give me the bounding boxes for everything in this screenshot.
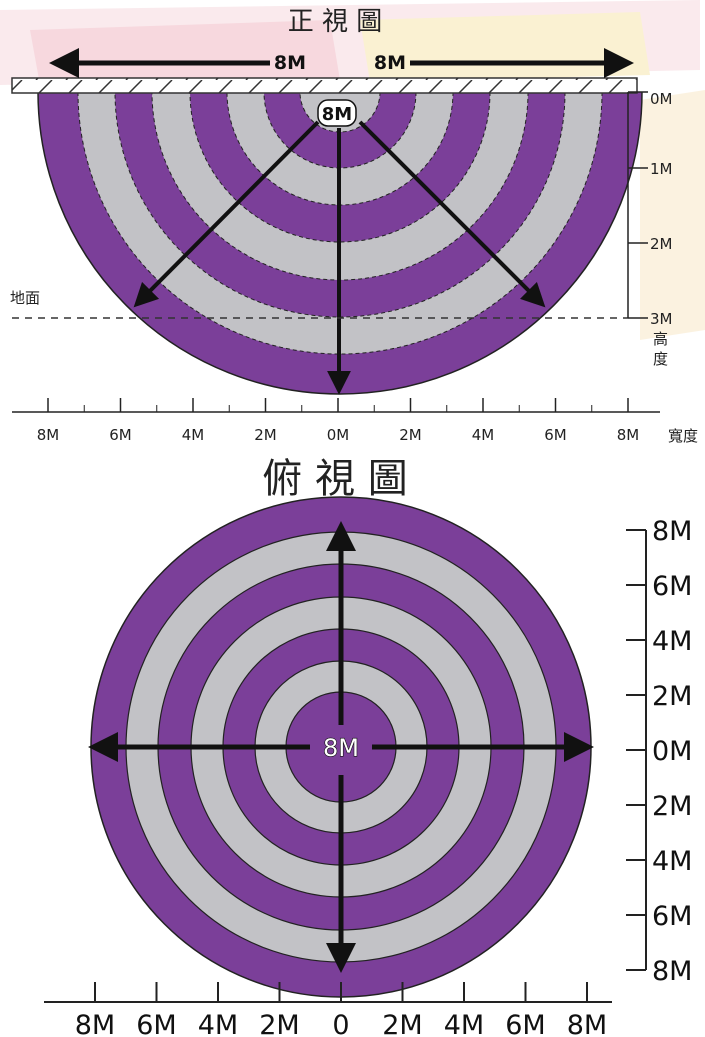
top-x-axis: 8M 6M 4M 2M 0 2M 4M 6M 8M — [44, 982, 612, 1037]
height-axis-label-2: 度 — [653, 350, 668, 368]
width-tick-label: 8M — [37, 426, 60, 444]
front-diag-right-arrow — [358, 120, 546, 308]
top-view-rings — [90, 496, 592, 998]
top-view: 俯 視 圖 8M 8M 6M 4M 2M 0M 2M 4M 6M 8M 8M 6M 4M 2M 0 2M 4… — [44, 456, 692, 1037]
top-sensor-label: 8M — [323, 734, 359, 762]
front-diag-left-arrow — [133, 120, 320, 308]
top-view-title: 俯 視 圖 — [262, 456, 407, 502]
top-y-tick-label: 2M — [652, 681, 692, 712]
height-tick-label: 1M — [650, 160, 673, 178]
front-view-title: 正 視 圖 — [288, 7, 383, 37]
top-x-tick-label: 0 — [332, 1010, 349, 1037]
top-y-axis: 8M 6M 4M 2M 0M 2M 4M 6M 8M — [626, 516, 692, 987]
height-axis: 0M 1M 2M 3M 高 度 — [627, 90, 673, 368]
width-axis-label: 寬度 — [668, 427, 698, 445]
top-y-tick-label: 2M — [652, 791, 692, 822]
top-x-tick-label: 6M — [136, 1010, 176, 1037]
height-tick-label: 3M — [650, 310, 673, 328]
top-y-tick-label: 4M — [652, 846, 692, 877]
width-tick-label: 6M — [544, 426, 567, 444]
height-tick-label: 2M — [650, 235, 673, 253]
top-y-tick-label: 4M — [652, 626, 692, 657]
top-x-ticks: 8M 6M 4M 2M 0 2M 4M 6M 8M — [75, 982, 607, 1037]
ceiling-bar — [11, 77, 638, 94]
front-view: 正 視 圖 8M 8M 8M 地面 — [10, 7, 698, 445]
width-tick-label: 4M — [182, 426, 205, 444]
top-x-tick-label: 8M — [567, 1010, 607, 1037]
height-tick-label: 0M — [650, 90, 673, 108]
front-sensor-label: 8M — [322, 104, 352, 125]
top-y-tick-label: 6M — [652, 901, 692, 932]
front-right-arrow-label: 8M — [374, 52, 406, 74]
top-y-tick-label: 0M — [652, 736, 692, 767]
top-x-tick-label: 8M — [75, 1010, 115, 1037]
front-sensor-badge — [317, 99, 357, 127]
width-tick-label: 2M — [399, 426, 422, 444]
top-x-tick-label: 4M — [198, 1010, 238, 1037]
front-left-arrow-label: 8M — [274, 52, 306, 74]
height-axis-label-1: 高 — [653, 330, 668, 348]
top-y-tick-label: 8M — [652, 956, 692, 987]
top-x-tick-label: 4M — [444, 1010, 484, 1037]
top-x-tick-label: 2M — [382, 1010, 422, 1037]
top-x-tick-label: 2M — [259, 1010, 299, 1037]
width-axis: 8M 6M 4M 2M 0M 2M 4M 6M 8M 寬度 — [12, 398, 698, 445]
width-tick-label: 0M — [327, 426, 350, 444]
top-x-tick-label: 6M — [505, 1010, 545, 1037]
top-y-ticks: 8M 6M 4M 2M 0M 2M 4M 6M 8M — [626, 516, 692, 987]
width-tick-label: 8M — [617, 426, 640, 444]
width-tick-label: 4M — [472, 426, 495, 444]
top-y-tick-label: 8M — [652, 516, 692, 547]
width-tick-label: 2M — [254, 426, 277, 444]
ground-label: 地面 — [10, 289, 40, 307]
width-ticks: 8M 6M 4M 2M 0M 2M 4M 6M 8M — [37, 398, 640, 444]
width-tick-label: 6M — [109, 426, 132, 444]
top-y-tick-label: 6M — [652, 571, 692, 602]
